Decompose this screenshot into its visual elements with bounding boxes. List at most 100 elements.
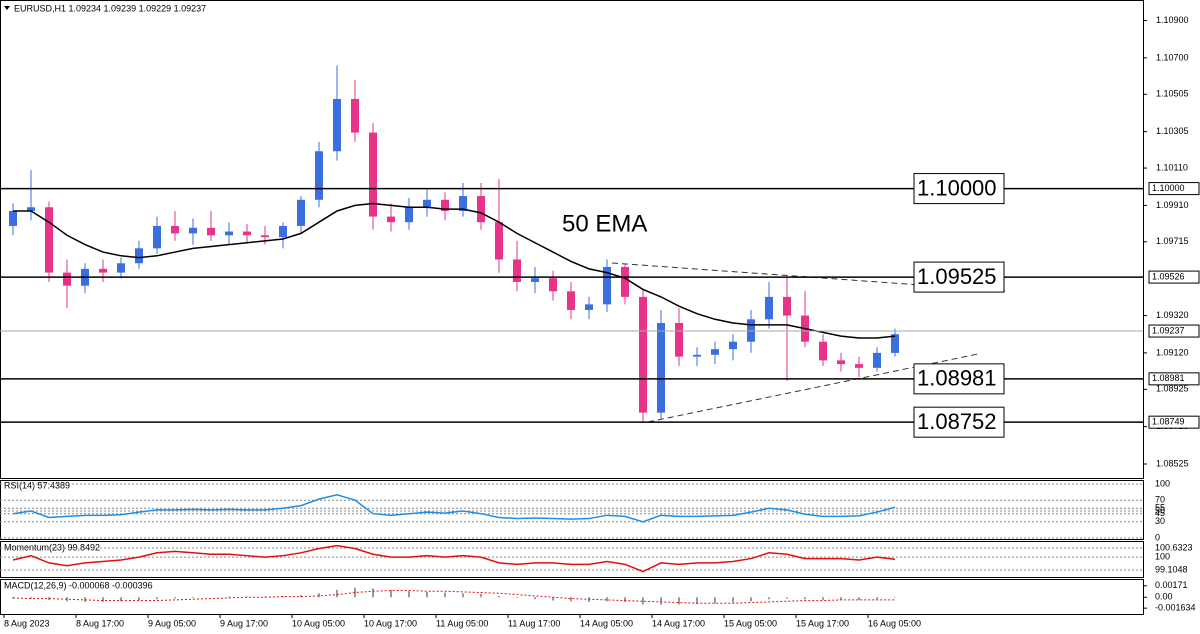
candle-body — [513, 259, 521, 282]
x-tick-label: 14 Aug 17:00 — [652, 618, 705, 628]
candle-body — [441, 199, 449, 211]
macd-bar — [372, 588, 374, 598]
menu-arrow[interactable] — [4, 6, 10, 10]
macd-bar — [156, 597, 158, 600]
indicator-line — [12, 544, 896, 573]
level-price-box — [1148, 182, 1200, 196]
candle-body — [873, 352, 881, 368]
candle-body — [819, 341, 827, 361]
y-tick-label: 1.09910 — [1156, 200, 1189, 210]
candle-body — [117, 263, 125, 273]
ema-line — [13, 202, 896, 339]
y-tick-label: 30 — [1155, 516, 1165, 526]
macd-bar — [354, 587, 356, 598]
y-tick-label: 1.10505 — [1156, 89, 1189, 99]
level-price-box — [1148, 324, 1200, 338]
candle-body — [387, 216, 395, 223]
macd-bar — [174, 597, 176, 599]
y-tick-label: 1.09120 — [1156, 347, 1189, 357]
level-annotation: 1.09525 — [917, 264, 997, 289]
candle-body — [675, 323, 683, 357]
level-annotation: 1.08981 — [917, 366, 997, 391]
resistance-trendline — [611, 262, 1006, 292]
macd-bar — [660, 597, 662, 605]
macd-bar — [786, 597, 788, 599]
macd-bar — [30, 597, 32, 599]
level-annotation-box — [913, 173, 1005, 205]
x-tick-label: 8 Aug 17:00 — [76, 618, 124, 628]
candle-body — [783, 296, 791, 316]
candle-body — [171, 225, 179, 234]
y-tick-label: 1.10305 — [1156, 126, 1189, 136]
macd-bar — [102, 597, 104, 602]
candle-body — [531, 278, 539, 282]
candle-body — [405, 207, 413, 223]
macd-bar — [624, 597, 626, 602]
y-tick-label: 0.00171 — [1155, 580, 1188, 590]
candle-body — [711, 349, 719, 355]
level-price-label: 1.08981 — [1152, 373, 1185, 383]
level-annotation-box — [913, 261, 1005, 293]
y-tick-label: 55 — [1155, 503, 1165, 513]
macd-bar — [66, 597, 68, 602]
macd-bar — [408, 591, 410, 598]
candle-body — [603, 267, 611, 305]
y-tick-label: 100 — [1155, 552, 1170, 562]
momentum-title: Momentum(23) 99.8492 — [4, 542, 100, 552]
level-annotation-box — [913, 363, 1005, 395]
macd-bar — [840, 597, 842, 600]
candle-body — [153, 225, 161, 249]
macd-bar — [444, 592, 446, 598]
candle-body — [315, 151, 323, 200]
candle-body — [855, 364, 863, 368]
candle-body — [225, 231, 233, 236]
candle-body — [63, 272, 71, 286]
x-tick-label: 9 Aug 17:00 — [220, 618, 268, 628]
candle-body — [765, 296, 773, 320]
momentum-panel — [0, 541, 1144, 578]
level-price-box — [1148, 270, 1200, 284]
x-tick-label: 8 Aug 2023 — [4, 618, 50, 628]
macd-bar — [462, 593, 464, 598]
candle-body — [45, 207, 53, 273]
y-tick-label: 100.6323 — [1155, 542, 1193, 552]
macd-bar — [732, 597, 734, 603]
x-tick-label: 10 Aug 17:00 — [364, 618, 417, 628]
candle-body — [585, 304, 593, 310]
macd-bar — [228, 596, 230, 598]
level-annotation-box — [913, 406, 1005, 438]
level-price-box — [1148, 372, 1200, 386]
y-tick-label: 1.10110 — [1156, 162, 1188, 172]
macd-bar — [246, 596, 248, 598]
candle-body — [135, 248, 143, 264]
level-annotation: 1.10000 — [917, 175, 997, 200]
candle-body — [261, 235, 269, 238]
candle-body — [729, 341, 737, 350]
candle-body — [189, 227, 197, 234]
y-tick-label: 50 — [1155, 505, 1165, 515]
candle-body — [279, 225, 287, 238]
candle-body — [495, 222, 503, 260]
candle-body — [837, 360, 845, 365]
candle-body — [477, 196, 485, 223]
macd-bar — [552, 597, 554, 601]
macd-bar — [570, 597, 572, 602]
macd-bar — [804, 597, 806, 600]
ema-annotation: 50 EMA — [562, 210, 647, 237]
candle-body — [243, 231, 251, 236]
x-tick-label: 16 Aug 05:00 — [868, 618, 921, 628]
indicator-line — [12, 494, 896, 523]
x-tick-label: 11 Aug 17:00 — [508, 618, 560, 628]
macd-bar — [426, 591, 428, 598]
candle-body — [297, 199, 305, 226]
macd-bar — [390, 589, 392, 598]
macd-bar — [606, 597, 608, 602]
symbol-header: EURUSD,H1 1.09234 1.09239 1.09229 1.0923… — [14, 3, 206, 13]
macd-bar — [480, 593, 482, 598]
y-tick-label: 70 — [1155, 495, 1165, 505]
macd-panel — [0, 579, 1144, 615]
macd-bar — [534, 597, 536, 600]
candle-body — [423, 199, 431, 208]
y-tick-label: 100 — [1155, 478, 1170, 488]
y-tick-label: 0 — [1155, 532, 1160, 542]
